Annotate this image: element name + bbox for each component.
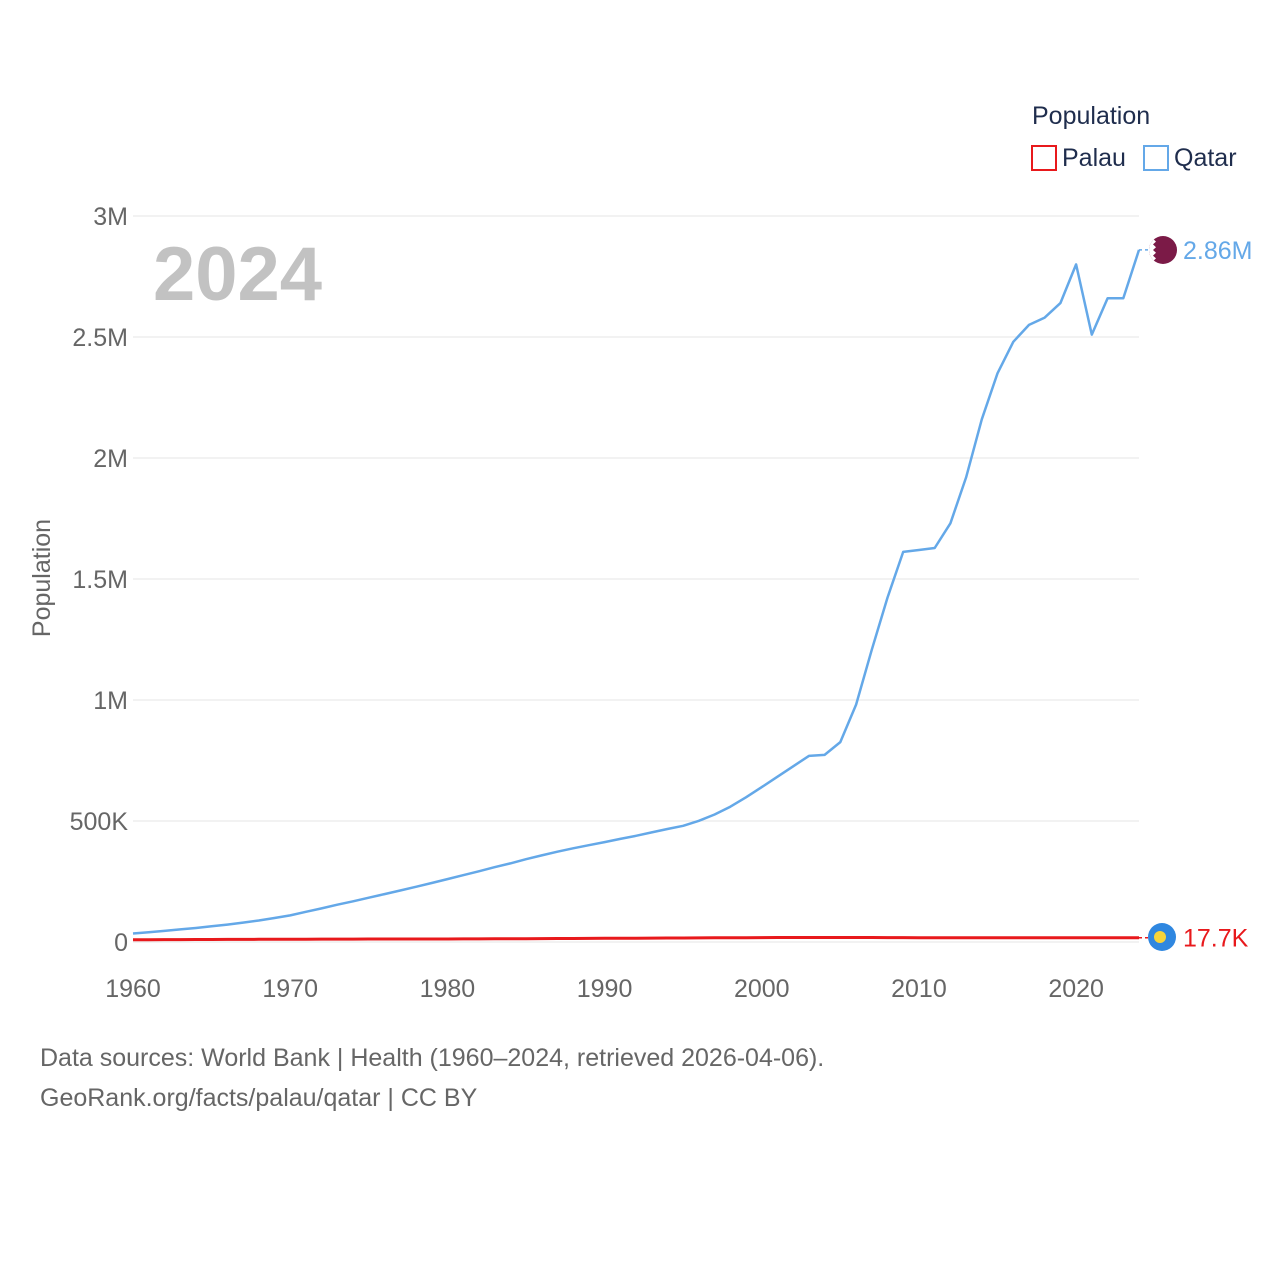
x-tick-label-4: 2000 bbox=[734, 975, 790, 1003]
series-end-label-palau: 17.7K bbox=[1183, 925, 1249, 953]
legend-item-palau[interactable]: Palau bbox=[1031, 144, 1126, 172]
x-tick-label-6: 2020 bbox=[1048, 975, 1104, 1003]
y-tick-label-5: 2.5M bbox=[72, 324, 128, 352]
series-line-palau bbox=[133, 936, 1139, 942]
source-line-2: GeoRank.org/facts/palau/qatar | CC BY bbox=[40, 1084, 478, 1112]
year-label: 2024 bbox=[153, 232, 322, 317]
x-tick-label-1: 1970 bbox=[262, 975, 318, 1003]
legend-swatch-palau bbox=[1031, 145, 1057, 171]
x-tick-label-0: 1960 bbox=[105, 975, 161, 1003]
qatar-flag-icon bbox=[1149, 236, 1177, 264]
legend-label-palau: Palau bbox=[1062, 144, 1126, 172]
source-line-1: Data sources: World Bank | Health (1960–… bbox=[40, 1044, 825, 1072]
y-tick-label-2: 1M bbox=[93, 687, 128, 715]
y-tick-label-4: 2M bbox=[93, 445, 128, 473]
x-tick-labels: 1960 1970 1980 1990 2000 2010 2020 bbox=[105, 975, 1104, 1003]
y-tick-label-1: 500K bbox=[70, 808, 129, 836]
y-axis-title: Population bbox=[28, 519, 56, 637]
series-end-labels: 17.7K 2.86M bbox=[1139, 237, 1252, 953]
grid-layer bbox=[133, 215, 1139, 943]
x-tick-label-5: 2010 bbox=[891, 975, 947, 1003]
legend-label-qatar: Qatar bbox=[1174, 144, 1237, 172]
series-line-qatar bbox=[132, 249, 1141, 935]
legend-item-qatar[interactable]: Qatar bbox=[1143, 144, 1237, 172]
y-tick-label-3: 1.5M bbox=[72, 566, 128, 594]
palau-flag-icon bbox=[1148, 923, 1176, 951]
legend-title: Population bbox=[1032, 102, 1150, 130]
y-tick-labels: 0 500K 1M 1.5M 2M 2.5M 3M bbox=[70, 203, 129, 957]
legend: Population Palau Qatar bbox=[1031, 102, 1237, 172]
series-end-label-qatar: 2.86M bbox=[1183, 237, 1252, 265]
x-tick-label-2: 1980 bbox=[420, 975, 476, 1003]
series-lines bbox=[132, 249, 1141, 942]
y-tick-label-6: 3M bbox=[93, 203, 128, 231]
x-tick-label-3: 1990 bbox=[577, 975, 633, 1003]
y-tick-label-0: 0 bbox=[114, 929, 128, 957]
legend-swatch-qatar bbox=[1143, 145, 1169, 171]
